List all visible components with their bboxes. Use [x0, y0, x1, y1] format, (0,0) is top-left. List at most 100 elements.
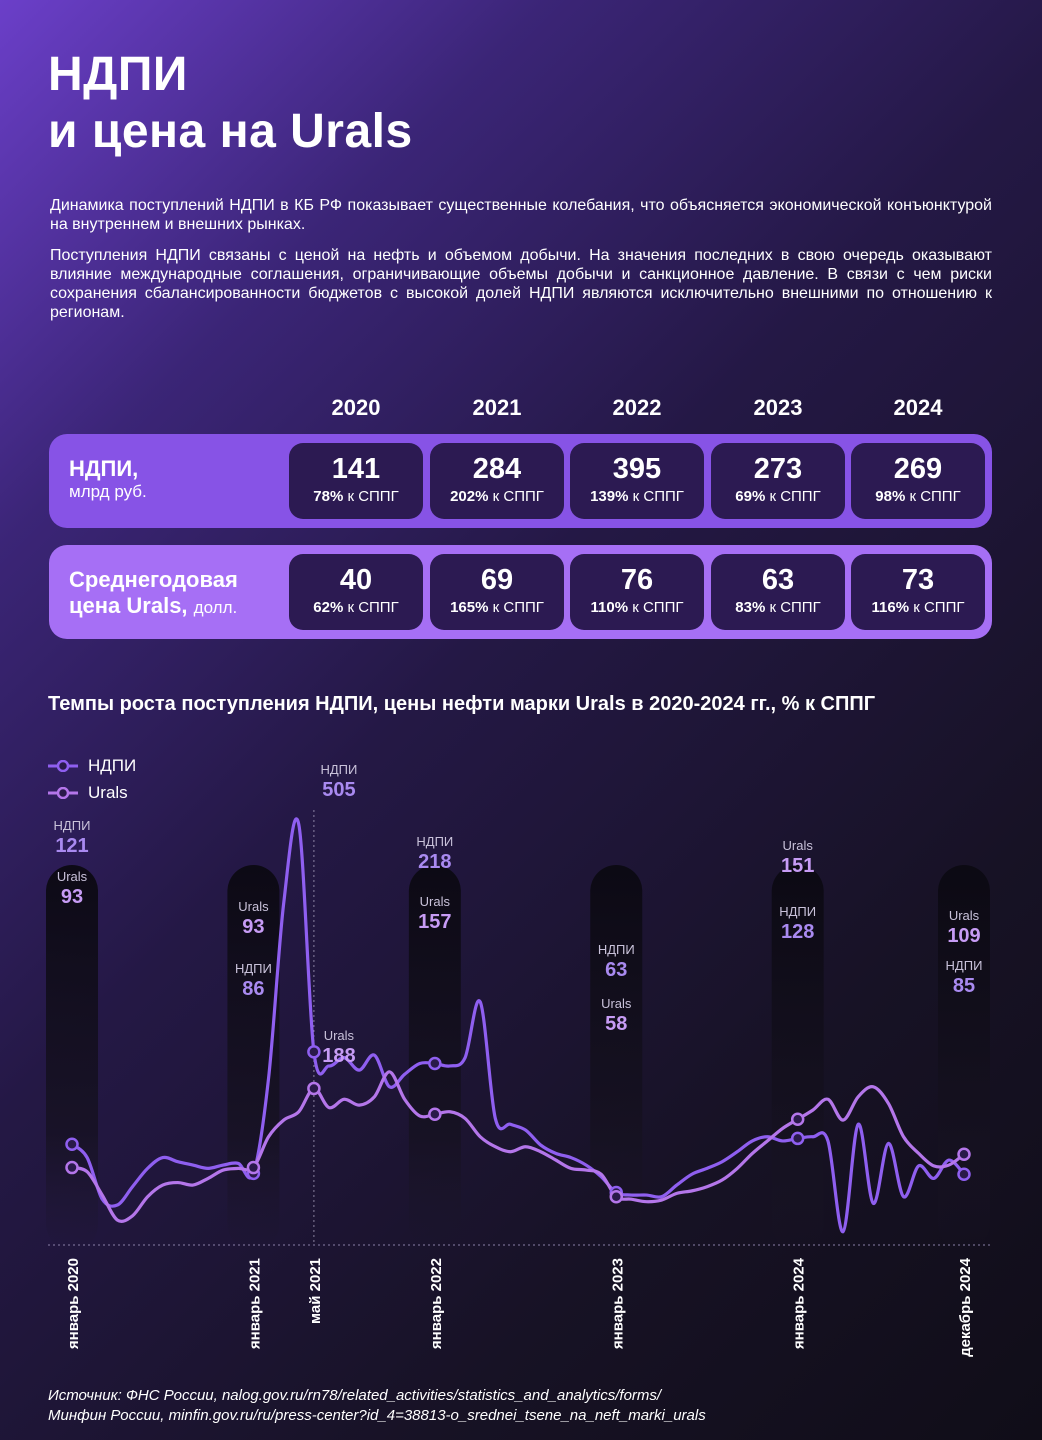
- urals-cell-2022: 76 110% к СППГ: [570, 554, 704, 630]
- ndpi-label: НДПИ,: [69, 456, 139, 481]
- highlight-bar: [46, 865, 98, 1250]
- ndpi-annotation-value: 505: [322, 779, 355, 801]
- ndpi-value: 284: [472, 453, 522, 485]
- highlight-bar: [227, 865, 280, 1250]
- urals-annotation-value: 157: [418, 911, 451, 933]
- legend-urals-label: Urals: [88, 782, 128, 802]
- ndpi-row: НДПИ, млрд руб. 141 78% к СППГ 284 202% к …: [49, 434, 992, 528]
- year-2023: 2023: [753, 395, 803, 420]
- urals-label: Среднегодовая: [69, 567, 238, 592]
- intro-paragraph-2: Поступления НДПИ связаны с ценой на нефт…: [50, 247, 992, 321]
- urals-annotation-label: Urals: [57, 869, 88, 884]
- urals-cell-2020: 40 62% к СППГ: [289, 554, 423, 630]
- highlight-bar: [590, 865, 643, 1250]
- chart-title: Темпы роста поступления НДПИ, цены нефти…: [48, 693, 876, 715]
- ndpi-unit: млрд руб.: [69, 482, 147, 501]
- urals-point: [246, 1160, 261, 1175]
- urals-pct: 116% к СППГ: [871, 599, 965, 616]
- ndpi-pct: 69% к СППГ: [735, 488, 821, 505]
- urals-point: [428, 1107, 442, 1122]
- ndpi-pct: 98% к СППГ: [875, 488, 961, 505]
- ndpi-annotation-label: НДПИ: [598, 942, 635, 957]
- ndpi-pct: 202% к СППГ: [450, 488, 544, 505]
- urals-row-label: Среднегодовая цена Urals, долл.: [69, 567, 238, 621]
- urals-annotation-label: Urals: [324, 1028, 355, 1043]
- urals-pct: 110% к СППГ: [590, 599, 684, 616]
- urals-unit: долл.: [193, 598, 238, 617]
- line-chart: НДПИ 121 Urals 93 Urals 93 НДПИ 86 НДПИ 505 Urals 1…: [46, 762, 990, 1357]
- ndpi-point: [790, 1131, 805, 1146]
- intro-paragraph-1: Динамика поступлений НДПИ в КБ РФ показы…: [50, 197, 992, 233]
- x-tick-label: май 2021: [307, 1258, 324, 1324]
- urals-series-line: [71, 1070, 965, 1223]
- legend-ndpi-marker: [48, 759, 78, 772]
- urals-annotation-value: 109: [947, 925, 980, 947]
- urals-value: 40: [339, 564, 373, 596]
- year-header-row: 2020 2021 2022 2023 2024: [0, 395, 1042, 425]
- urals-annotation-label: Urals: [420, 894, 451, 909]
- ndpi-value: 141: [331, 453, 381, 485]
- ndpi-annotation-value: 63: [605, 959, 627, 981]
- ndpi-annotation-label: НДПИ: [54, 818, 91, 833]
- highlight-bar: [938, 865, 990, 1250]
- ndpi-pct: 78% к СППГ: [313, 488, 399, 505]
- source-line-1: Источник: ФНС России, nalog.gov.ru/rn78/…: [48, 1387, 662, 1404]
- year-2021: 2021: [472, 395, 522, 420]
- legend-urals-marker: [48, 786, 78, 799]
- chart-legend: НДПИ Urals: [48, 752, 136, 806]
- ndpi-point: [307, 1045, 321, 1059]
- urals-annotation-value: 188: [322, 1045, 355, 1067]
- urals-cell-2024: 73 116% к СППГ: [851, 554, 985, 630]
- ndpi-value: 269: [893, 453, 943, 485]
- urals-point: [790, 1112, 805, 1127]
- ndpi-annotation-value: 128: [781, 921, 814, 943]
- source-line-2: Минфин России, minfin.gov.ru/ru/press-ce…: [48, 1407, 706, 1424]
- ndpi-annotation-label: НДПИ: [779, 904, 816, 919]
- ndpi-annotation-value: 85: [953, 975, 975, 997]
- ndpi-annotation-value: 218: [418, 851, 451, 873]
- urals-pct: 83% к СППГ: [735, 599, 821, 616]
- urals-pct: 165% к СППГ: [450, 599, 544, 616]
- urals-row: Среднегодовая цена Urals, долл. 40 62% к …: [49, 545, 992, 639]
- ndpi-annotation-value: 86: [242, 978, 264, 1000]
- ndpi-cell-2023: 273 69% к СППГ: [711, 443, 845, 519]
- x-tick-label: январь 2020: [65, 1258, 82, 1349]
- ndpi-annotation-label: НДПИ: [416, 834, 453, 849]
- x-tick-label: декабрь 2024: [957, 1257, 974, 1357]
- ndpi-value: 395: [612, 453, 662, 485]
- ndpi-cell-2021: 284 202% к СППГ: [430, 443, 564, 519]
- year-2020: 2020: [331, 395, 381, 420]
- ndpi-annotation-label: НДПИ: [946, 958, 983, 973]
- page-title: НДПИ и цена на Urals: [48, 46, 413, 160]
- urals-point: [609, 1189, 624, 1204]
- ndpi-annotation-label: НДПИ: [235, 961, 272, 976]
- ndpi-row-label: НДПИ, млрд руб.: [69, 456, 147, 502]
- urals-annotation-label: Urals: [949, 908, 980, 923]
- ndpi-pct: 139% к СППГ: [590, 488, 684, 505]
- year-2022: 2022: [612, 395, 662, 420]
- ndpi-point: [428, 1056, 442, 1071]
- urals-annotation-value: 93: [61, 886, 83, 908]
- x-tick-label: январь 2023: [609, 1258, 626, 1349]
- urals-annotation-label: Urals: [238, 899, 269, 914]
- urals-value: 69: [480, 564, 514, 596]
- urals-pct: 62% к СППГ: [313, 599, 399, 616]
- urals-cell-2023: 63 83% к СППГ: [711, 554, 845, 630]
- x-tick-label: январь 2024: [791, 1257, 808, 1349]
- urals-cell-2021: 69 165% к СППГ: [430, 554, 564, 630]
- source-note: Источник: ФНС России, nalog.gov.ru/rn78/…: [48, 1386, 706, 1426]
- legend-ndpi: НДПИ: [48, 752, 136, 779]
- title-line-1: НДПИ: [48, 48, 188, 101]
- urals-value: 63: [761, 564, 795, 596]
- ndpi-value: 273: [753, 453, 803, 485]
- urals-point: [65, 1160, 79, 1175]
- urals-annotation-label: Urals: [783, 838, 814, 853]
- ndpi-annotation-label: НДПИ: [320, 762, 357, 777]
- urals-annotation-value: 151: [781, 855, 814, 877]
- urals-value: 73: [901, 564, 935, 596]
- urals-annotation-value: 58: [605, 1013, 627, 1035]
- urals-annotation-label: Urals: [601, 996, 632, 1011]
- ndpi-annotation-value: 121: [55, 835, 88, 857]
- urals-value: 76: [620, 564, 654, 596]
- ndpi-point: [65, 1137, 79, 1151]
